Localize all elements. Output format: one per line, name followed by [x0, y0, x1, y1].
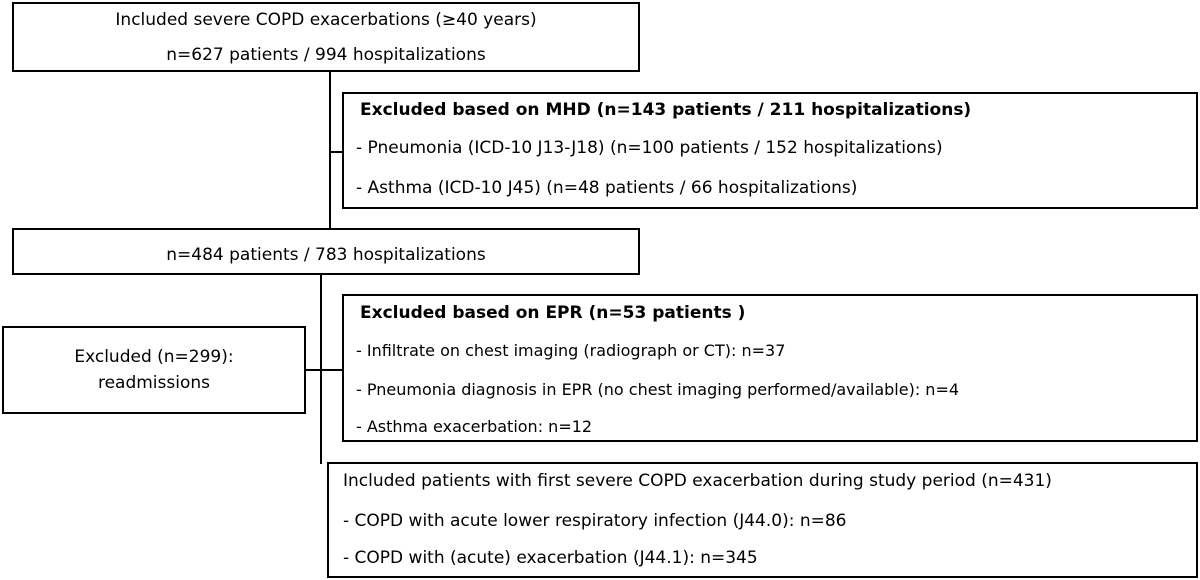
remaining-count: n=484 patients / 783 hospitalizations: [166, 245, 486, 265]
readmissions-label: readmissions: [97, 373, 211, 393]
final-item-j44-0: - COPD with acute lower respiratory infe…: [343, 511, 847, 531]
epr-item-infiltrate: - Infiltrate on chest imaging (radiograp…: [356, 341, 786, 360]
mhd-title: Excluded based on MHD (n=143 patients / …: [360, 100, 972, 120]
connector-top-vertical: [329, 71, 331, 228]
included-count: n=627 patients / 994 hospitalizations: [166, 45, 486, 65]
box-excluded-mhd: Excluded based on MHD (n=143 patients / …: [342, 92, 1198, 209]
epr-title: Excluded based on EPR (n=53 patients ): [360, 303, 746, 323]
box-included-exacerbations: Included severe COPD exacerbations (≥40 …: [12, 2, 640, 72]
final-title: Included patients with first severe COPD…: [343, 471, 1052, 491]
connector-mhd-branch: [329, 151, 343, 153]
epr-item-asthma: - Asthma exacerbation: n=12: [356, 417, 593, 436]
epr-item-pneumonia: - Pneumonia diagnosis in EPR (no chest i…: [356, 380, 960, 399]
mhd-item-asthma: - Asthma (ICD-10 J45) (n=48 patients / 6…: [356, 178, 858, 198]
mhd-item-pneumonia: - Pneumonia (ICD-10 J13-J18) (n=100 pati…: [356, 138, 943, 158]
final-item-j44-1: - COPD with (acute) exacerbation (J44.1)…: [343, 548, 758, 568]
connector-epr-branch: [320, 369, 343, 371]
box-remaining: n=484 patients / 783 hospitalizations: [12, 228, 640, 275]
box-final-included: Included patients with first severe COPD…: [327, 462, 1198, 578]
included-title: Included severe COPD exacerbations (≥40 …: [115, 10, 537, 30]
box-readmissions: Excluded (n=299): readmissions: [2, 326, 306, 414]
connector-readmissions-branch: [305, 369, 321, 371]
box-excluded-epr: Excluded based on EPR (n=53 patients ) -…: [342, 294, 1198, 442]
readmissions-count: Excluded (n=299):: [74, 347, 234, 367]
